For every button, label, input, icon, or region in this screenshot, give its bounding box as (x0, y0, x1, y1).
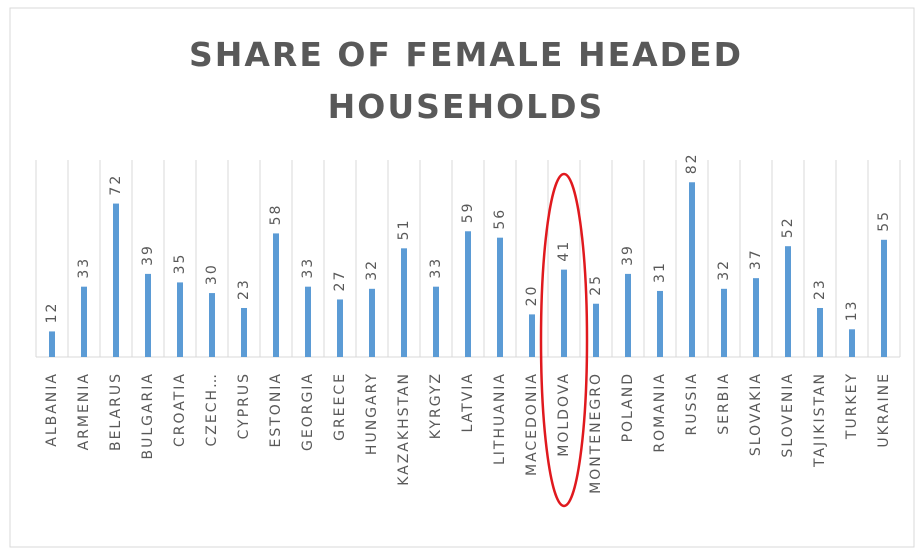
bar (721, 288, 727, 357)
value-label: 56 (492, 208, 508, 230)
x-tick-label: MACEDONIA (524, 372, 540, 476)
x-tick-label: LATVIA (460, 372, 476, 432)
x-tick-label: UKRAINE (876, 372, 892, 448)
x-tick-label: CROATIA (172, 372, 188, 447)
x-tick-label: SERBIA (716, 372, 732, 435)
highlight-ellipse (539, 172, 589, 508)
x-tick-label: TAJIKISTAN (812, 372, 828, 468)
value-label: 59 (460, 201, 476, 223)
bar (145, 273, 151, 357)
bar (273, 233, 279, 357)
value-label: 39 (140, 244, 156, 266)
x-tick-label: ESTONIA (268, 372, 284, 447)
bar (881, 239, 887, 357)
x-tick-label: KYRGYZ (428, 372, 444, 439)
bar (337, 299, 343, 357)
plot: 12 ALBANIA 33 ARMENIA 72 BELARUS 39 BULGARIA 35 C… (35, 152, 901, 494)
x-tick-label: POLAND (620, 372, 636, 442)
value-label: 39 (620, 244, 636, 266)
value-label: 33 (300, 257, 316, 279)
bar (49, 331, 55, 357)
x-tick-label: MOLDOVA (556, 372, 572, 457)
bar (433, 286, 439, 357)
x-tick-label: TURKEY (844, 372, 860, 440)
bar (81, 286, 87, 357)
x-tick-label: RUSSIA (684, 372, 700, 435)
value-label: 35 (172, 253, 188, 275)
value-label: 51 (396, 218, 412, 240)
bar (753, 278, 759, 357)
bar (593, 303, 599, 357)
x-tick-label: ALBANIA (44, 372, 60, 447)
bar (497, 237, 503, 357)
value-label: 72 (108, 174, 124, 196)
bar (209, 293, 215, 357)
value-label: 30 (204, 263, 220, 285)
value-label: 23 (812, 278, 828, 300)
x-tick-label: CZECH… (204, 372, 220, 447)
chart-title: HOUSEHOLDS (328, 87, 605, 126)
value-label: 55 (876, 210, 892, 232)
value-label: 82 (684, 152, 700, 174)
value-label: 58 (268, 204, 284, 226)
x-tick-label: BELARUS (108, 372, 124, 451)
x-tick-label: HUNGARY (364, 372, 380, 455)
value-label: 32 (716, 259, 732, 281)
value-label: 31 (652, 261, 668, 283)
x-tick-label: SLOVENIA (780, 372, 796, 458)
chart-title: SHARE OF FEMALE HEADED (189, 35, 743, 74)
value-label: 27 (332, 270, 348, 292)
bar (849, 329, 855, 357)
value-label: 41 (556, 240, 572, 262)
value-label: 33 (76, 257, 92, 279)
x-tick-label: GEORGIA (300, 372, 316, 451)
bar (241, 307, 247, 357)
value-label: 33 (428, 257, 444, 279)
chart-border (9, 7, 915, 548)
value-label: 37 (748, 248, 764, 270)
x-tick-label: BULGARIA (140, 372, 156, 460)
bar (785, 246, 791, 357)
value-label: 23 (236, 278, 252, 300)
x-tick-label: KAZAKHSTAN (396, 372, 412, 486)
value-label: 52 (780, 216, 796, 238)
bar (401, 248, 407, 357)
x-tick-label: CYPRUS (236, 372, 252, 439)
bar (817, 307, 823, 357)
x-tick-label: MONTENEGRO (588, 372, 604, 494)
x-tick-label: SLOVAKIA (748, 372, 764, 456)
bar (561, 269, 567, 357)
bar (113, 203, 119, 357)
x-tick-label: ARMENIA (76, 372, 92, 450)
value-label: 25 (588, 274, 604, 296)
bar (689, 182, 695, 357)
bar (465, 231, 471, 357)
bar (529, 314, 535, 357)
bar (305, 286, 311, 357)
x-tick-label: GREECE (332, 372, 348, 441)
x-tick-label: ROMANIA (652, 372, 668, 453)
value-label: 20 (524, 285, 540, 307)
bar (369, 288, 375, 357)
x-tick-label: LITHUANIA (492, 372, 508, 465)
value-label: 13 (844, 299, 860, 321)
value-label: 12 (44, 302, 60, 324)
value-label: 32 (364, 259, 380, 281)
bar (657, 290, 663, 357)
bar (625, 273, 631, 357)
bar (177, 282, 183, 357)
